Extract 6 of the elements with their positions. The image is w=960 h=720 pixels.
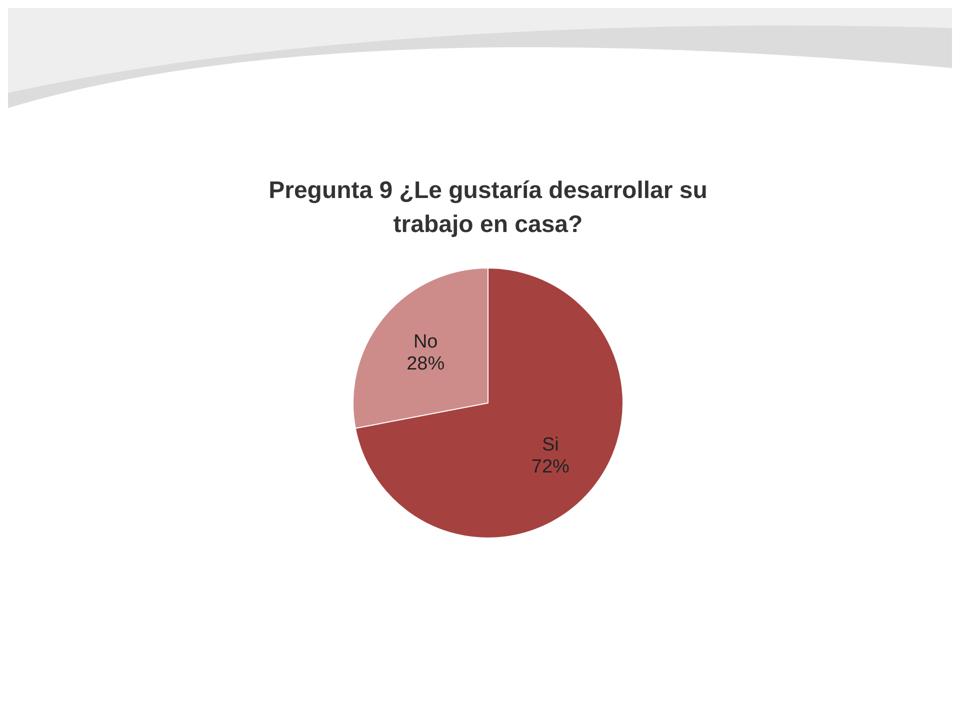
slice-label: Si [542,434,559,456]
data-label: 28% [406,353,445,374]
pie-slice [354,268,624,538]
data-label: 72% [531,456,570,478]
slice-label: No [413,331,438,352]
chart-title: Pregunta 9 ¿Le gustaría desarrollar su trabajo en casa? [268,177,708,238]
